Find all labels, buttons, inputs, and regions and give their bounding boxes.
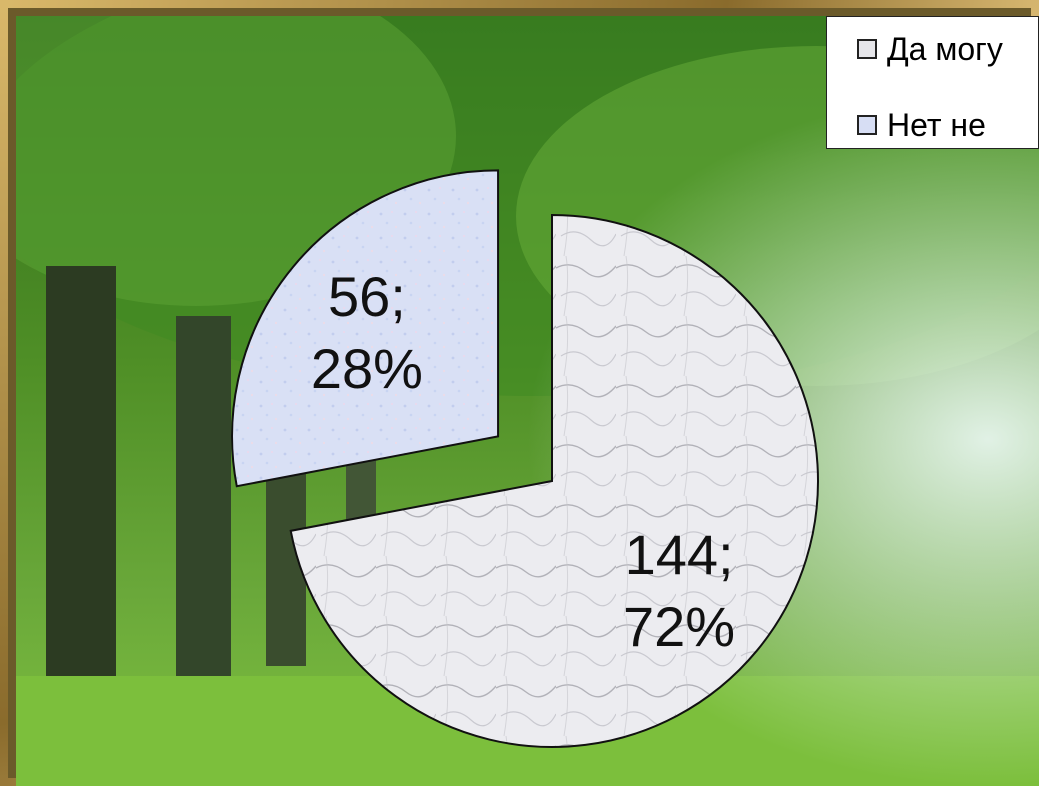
chart-area: 144; 72% 56; 28% Да могу Нет не: [16, 16, 1039, 786]
square-swatch-icon: [857, 115, 877, 135]
legend-item-no: Нет не: [857, 105, 986, 145]
data-label-yes: 144; 72%: [623, 523, 735, 658]
square-swatch-icon: [857, 39, 877, 59]
legend-label: Нет не: [887, 106, 986, 143]
pie-slice-yes: [289, 213, 819, 748]
data-label-no: 56; 28%: [311, 265, 423, 400]
legend: Да могу Нет не: [826, 16, 1039, 149]
pie-slices: [231, 169, 819, 748]
legend-item-yes: Да могу: [857, 29, 1003, 69]
legend-label: Да могу: [887, 30, 1003, 67]
pie-slice-no: [231, 169, 500, 488]
data-labels: 144; 72% 56; 28%: [311, 265, 735, 658]
